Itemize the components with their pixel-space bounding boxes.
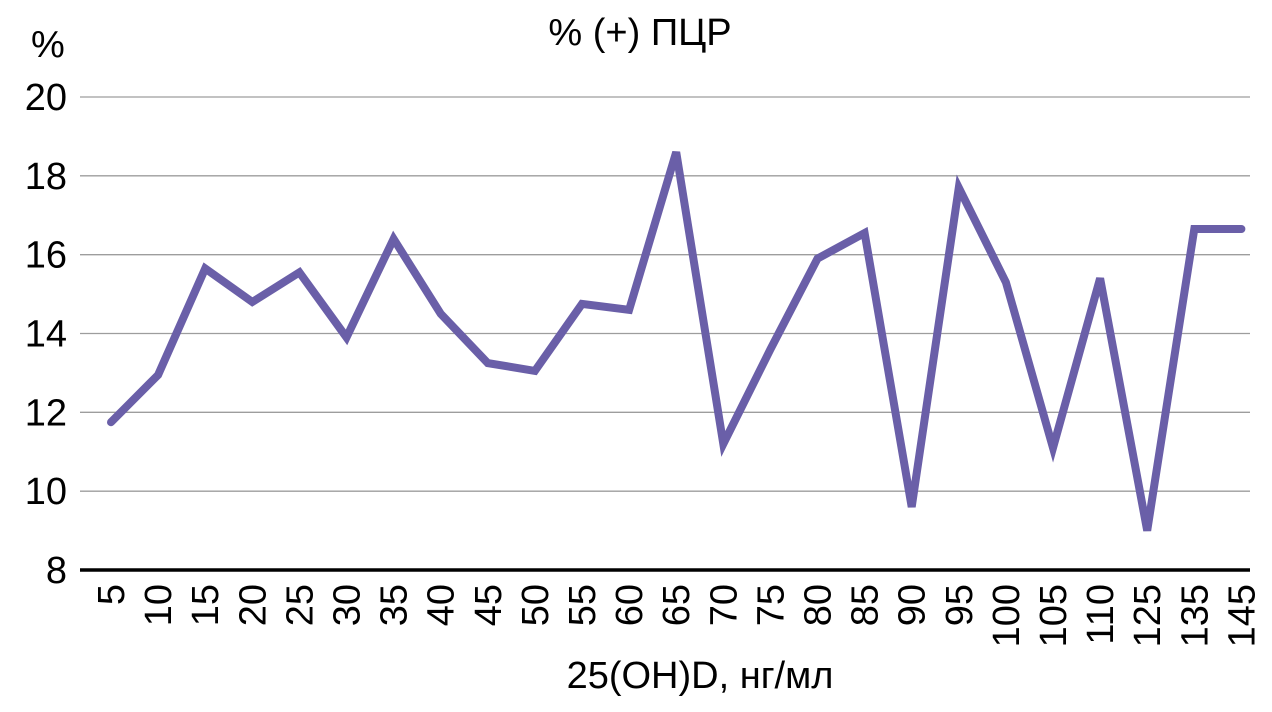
x-tick-label: 80 bbox=[798, 584, 840, 626]
y-tick-label: 8 bbox=[46, 550, 67, 592]
x-tick-label: 60 bbox=[609, 584, 651, 626]
x-tick-label: 110 bbox=[1080, 584, 1122, 645]
y-tick-label: 14 bbox=[25, 314, 67, 356]
x-tick-label: 35 bbox=[374, 584, 416, 626]
x-tick-label: 135 bbox=[1174, 584, 1216, 647]
x-tick-label: 145 bbox=[1221, 584, 1263, 647]
x-tick-label: 65 bbox=[656, 584, 698, 626]
y-tick-label: 16 bbox=[25, 235, 67, 277]
x-tick-label: 55 bbox=[562, 584, 604, 626]
x-tick-label: 25 bbox=[279, 584, 321, 626]
x-tick-label: 90 bbox=[892, 584, 934, 626]
y-tick-label: 12 bbox=[25, 392, 67, 434]
x-tick-label: 45 bbox=[468, 584, 510, 626]
x-tick-label: 15 bbox=[185, 584, 227, 626]
x-tick-label: 75 bbox=[750, 584, 792, 626]
y-tick-label: 20 bbox=[25, 77, 67, 119]
x-tick-label: 95 bbox=[939, 584, 981, 626]
x-tick-label: 105 bbox=[1033, 584, 1075, 647]
x-tick-label: 100 bbox=[986, 584, 1028, 647]
x-tick-label: 30 bbox=[327, 584, 369, 626]
chart-title: % (+) ПЦР bbox=[548, 12, 732, 54]
y-tick-label: 10 bbox=[25, 471, 67, 513]
x-tick-label: 85 bbox=[845, 584, 887, 626]
y-tick-label: 18 bbox=[25, 156, 67, 198]
x-tick-label: 5 bbox=[91, 584, 133, 605]
x-tick-label: 125 bbox=[1127, 584, 1169, 647]
y-axis-unit-label: % bbox=[31, 24, 65, 66]
x-tick-label: 40 bbox=[421, 584, 463, 626]
x-tick-label: 70 bbox=[703, 584, 745, 626]
data-line-pcr-positive bbox=[107, 151, 1246, 532]
x-axis-title: 25(OH)D, нг/мл bbox=[566, 655, 834, 697]
x-tick-label: 50 bbox=[515, 584, 557, 626]
x-tick-label: 10 bbox=[138, 584, 180, 626]
x-tick-label: 20 bbox=[232, 584, 274, 626]
